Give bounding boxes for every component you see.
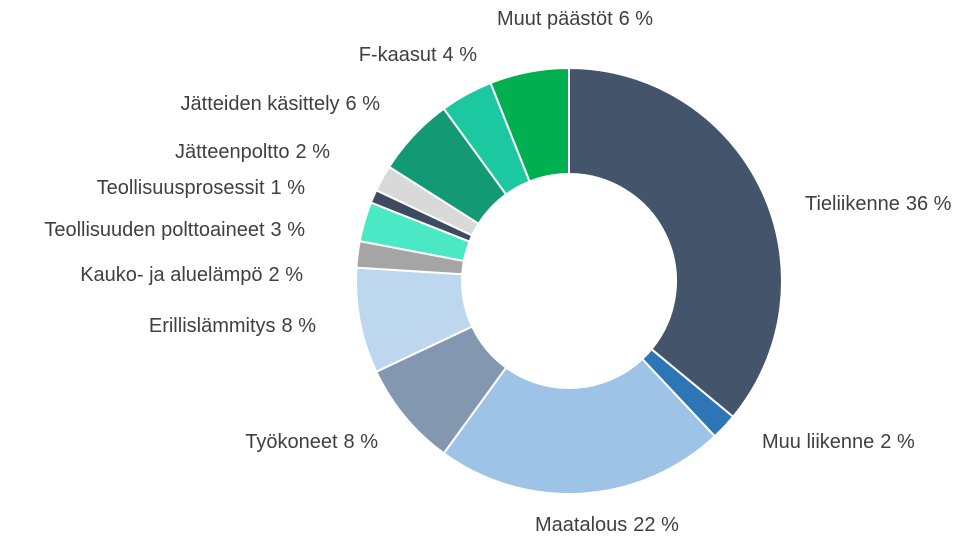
value-label: 6 % [619, 8, 654, 30]
slice-label: Kauko- ja aluelämpö 2 % [80, 264, 303, 286]
value-label: 1 % [271, 177, 306, 199]
category-label: Jätteiden käsittely [181, 93, 340, 115]
category-label: Muut päästöt [497, 8, 613, 30]
category-label: Muu liikenne [762, 431, 874, 453]
value-label: 4 % [443, 44, 478, 66]
category-label: F-kaasut [359, 44, 437, 66]
value-label: 6 % [346, 93, 381, 115]
category-label: Työkoneet [245, 431, 338, 453]
slice [568, 66, 783, 419]
slice-label: Muut päästöt 6 % [497, 8, 653, 30]
value-label: 2 % [296, 141, 331, 163]
value-label: 8 % [282, 315, 317, 337]
slice-label: Jätteiden käsittely 6 % [181, 93, 381, 115]
category-label: Kauko- ja aluelämpö [80, 264, 262, 286]
value-label: 3 % [271, 219, 306, 241]
slice-label: Maatalous 22 % [535, 514, 679, 536]
slice [442, 357, 717, 495]
category-label: Jätteenpoltto [175, 141, 290, 163]
value-label: 22 % [633, 514, 679, 536]
category-label: Maatalous [535, 514, 627, 536]
value-label: 36 % [906, 193, 952, 215]
slice-label: Tieliikenne 36 % [805, 193, 952, 215]
value-label: 2 % [880, 431, 915, 453]
slice-label: Erillislämmitys 8 % [149, 315, 316, 337]
slice-label: Teollisuuden polttoaineet 3 % [44, 219, 305, 241]
value-label: 8 % [344, 431, 379, 453]
category-label: Teollisuusprosessit [97, 177, 265, 199]
category-label: Teollisuuden polttoaineet [44, 219, 265, 241]
category-label: Tieliikenne [805, 193, 900, 215]
slice-label: F-kaasut 4 % [359, 44, 477, 66]
value-label: 2 % [269, 264, 304, 286]
category-label: Erillislämmitys [149, 315, 276, 337]
slice-label: Työkoneet 8 % [245, 431, 378, 453]
slice-label: Muu liikenne 2 % [762, 431, 915, 453]
slice-label: Jätteenpoltto 2 % [175, 141, 330, 163]
slice-label: Teollisuusprosessit 1 % [97, 177, 306, 199]
slice [489, 66, 570, 183]
